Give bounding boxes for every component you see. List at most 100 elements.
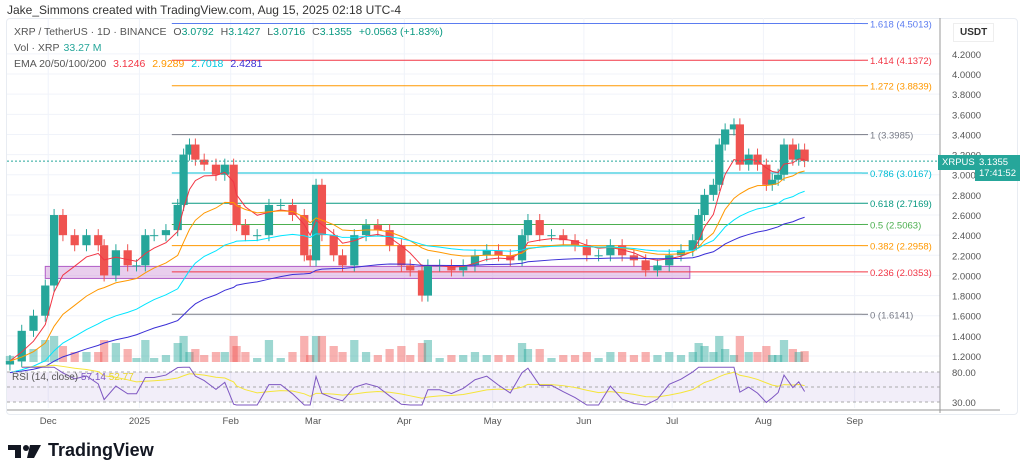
volume-label[interactable]: Vol · XRP — [14, 42, 60, 54]
rsi-value: 57.14 — [80, 372, 106, 383]
candle-body — [300, 215, 309, 256]
candle-body — [264, 204, 274, 236]
rsi-label[interactable]: RSI (14, close) — [12, 372, 79, 383]
candle-body — [17, 330, 26, 362]
volume-bar — [173, 343, 182, 362]
x-tick-label: Apr — [397, 416, 412, 427]
candle-body — [350, 235, 359, 266]
y-tick-label: 2.2000 — [952, 251, 981, 262]
volume-bar — [559, 355, 568, 362]
symbol-info[interactable]: XRP / TetherUS · 1D · BINANCE — [14, 26, 167, 38]
volume-bar — [329, 346, 338, 362]
candle-body — [161, 230, 171, 236]
rsi-line — [21, 366, 806, 406]
candle-body — [173, 204, 182, 231]
volume-bar — [523, 349, 533, 362]
y-tick-label: 1.2000 — [952, 352, 981, 363]
candle-body — [49, 215, 59, 286]
y-tick-label: 1.4000 — [952, 332, 981, 343]
candle-body — [417, 270, 427, 296]
candle-body — [653, 265, 662, 271]
tradingview-logo-icon — [8, 444, 41, 458]
fib-level-label: 1.272 (3.8839) — [870, 82, 932, 93]
volume-bar — [582, 352, 591, 362]
volume-bar — [788, 349, 797, 362]
volume-bar — [423, 340, 433, 362]
fib-level-label: 1 (3.3985) — [870, 131, 913, 142]
fib-level-label: 0.5 (2.5063) — [870, 220, 921, 231]
volume-bar — [753, 352, 762, 362]
fib-level-label: 0 (1.6141) — [870, 310, 913, 321]
candle-body — [288, 204, 297, 216]
y-tick-label: 1.8000 — [952, 292, 981, 303]
volume-bar — [385, 349, 394, 362]
volume-bar — [417, 343, 427, 362]
volume-bar — [629, 355, 639, 362]
candle-body — [774, 174, 783, 180]
rsi-ma-value: 52.77 — [108, 372, 134, 383]
tradingview-logo[interactable]: TradingView — [8, 440, 154, 461]
x-tick-label: Sep — [846, 416, 863, 427]
volume-bar — [150, 358, 159, 362]
volume-bar — [200, 355, 209, 362]
fib-level-label: 1.414 (4.1372) — [870, 56, 932, 67]
volume-bar — [179, 336, 188, 362]
candle-body — [229, 164, 238, 205]
ohlc-open: O3.0792 — [173, 26, 214, 38]
volume-bar — [111, 343, 121, 362]
volume-bar — [58, 346, 68, 362]
candle-body — [547, 235, 556, 237]
candle-body — [179, 154, 188, 205]
currency-label[interactable]: USDT — [953, 23, 995, 42]
candle-body — [123, 250, 132, 266]
volume-bar — [264, 340, 274, 362]
volume-bar — [676, 355, 686, 362]
volume-bar — [276, 358, 285, 362]
candle-body — [570, 240, 580, 246]
candle-body — [423, 265, 433, 296]
fib-level-label: 0.786 (3.0167) — [870, 169, 932, 180]
volume-bar — [41, 340, 50, 362]
candle-body — [317, 184, 327, 236]
logo-text: TradingView — [48, 440, 154, 460]
volume-bar — [373, 355, 382, 362]
volume-bar — [406, 355, 415, 362]
rsi-ma-line — [21, 364, 805, 399]
x-tick-label: 2025 — [129, 416, 150, 427]
candle-body — [753, 154, 762, 165]
volume-bar — [794, 352, 803, 362]
volume-bar — [665, 352, 674, 362]
x-tick-label: Aug — [755, 416, 772, 427]
candle-body — [694, 215, 703, 241]
volume-bar — [435, 358, 444, 362]
volume-bar — [570, 355, 580, 362]
chart-credit: Jake_Simmons created with TradingView.co… — [7, 3, 401, 17]
volume-bar — [317, 336, 327, 362]
candle-body — [494, 250, 503, 256]
candle-body — [241, 225, 250, 236]
ohlc-close: C3.1355 — [312, 26, 352, 38]
y-tick-label: 2.4000 — [952, 231, 981, 242]
volume-bar — [70, 352, 79, 362]
volume-bar — [700, 346, 709, 362]
volume-bar — [721, 349, 730, 362]
volume-bar — [191, 349, 200, 362]
candle-body — [276, 204, 285, 206]
candle-body — [800, 149, 809, 162]
ema50-value: 2.9289 — [152, 58, 185, 70]
candle-body — [253, 235, 262, 237]
candle-body — [618, 245, 627, 256]
ema200-value: 2.4281 — [230, 58, 263, 70]
candle-body — [506, 255, 515, 261]
last-price: 3.1355 — [979, 157, 1009, 168]
ema20-line — [9, 158, 805, 362]
ema-label[interactable]: EMA 20/50/100/200 — [14, 58, 107, 70]
candle-body — [306, 255, 315, 261]
candle-body — [794, 149, 803, 160]
volume-bar — [141, 340, 150, 362]
rsi-axis-label: 30.00 — [952, 398, 976, 409]
volume-bar — [606, 352, 615, 362]
volume-bar — [361, 352, 371, 362]
volume-bar — [220, 352, 229, 362]
